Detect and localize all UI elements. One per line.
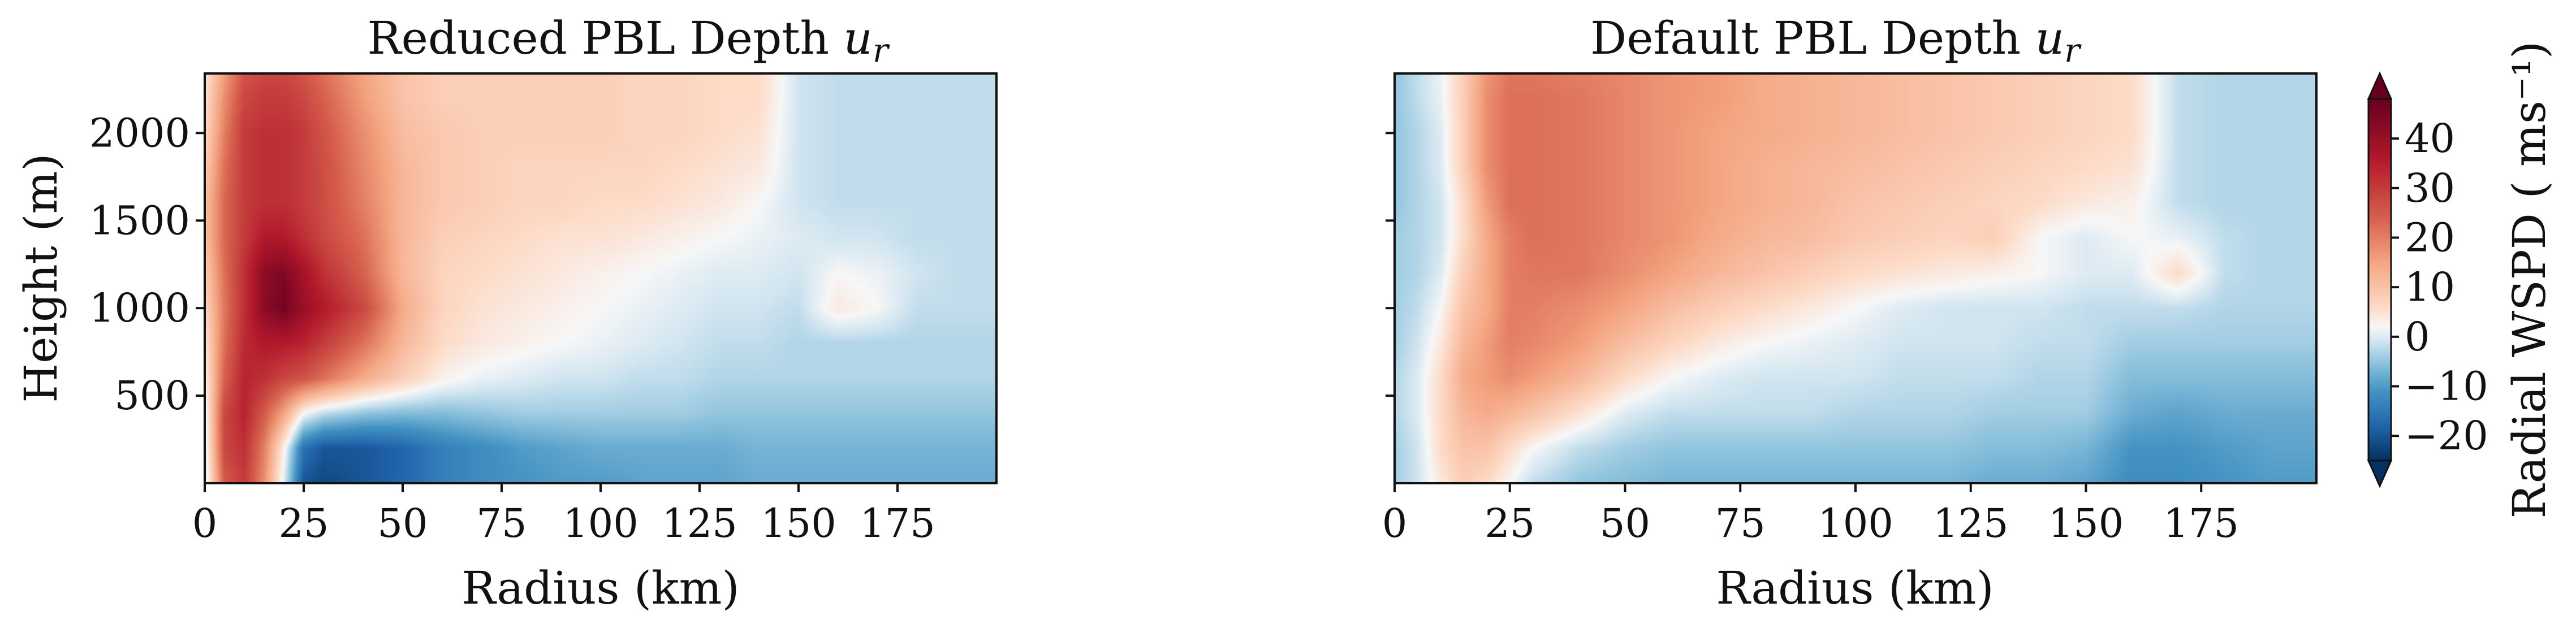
x-tick-label: 125 [1933, 500, 2009, 547]
x-tick-label: 50 [377, 500, 428, 547]
panel-1-ylabel: Height (m) [15, 153, 67, 402]
x-tick-label: 175 [2163, 500, 2239, 547]
colorbar-tick-label: −20 [2405, 413, 2488, 459]
colorbar-gradient [2368, 99, 2391, 461]
panel-2-title: Default PBL Depth ur [1590, 12, 2082, 70]
colorbar-tick-label: 10 [2405, 264, 2455, 310]
colorbar-extend-min [2367, 459, 2393, 488]
x-tick-label: 75 [476, 500, 527, 547]
x-tick-label: 0 [192, 500, 218, 547]
panel-1-title: Reduced PBL Depth ur [367, 12, 890, 70]
y-tick-label: 1000 [89, 285, 190, 331]
colorbar-tick-label: 40 [2405, 115, 2455, 162]
colorbar-tick-label: 0 [2405, 314, 2430, 360]
x-tick-label: 150 [761, 500, 836, 547]
x-tick-label: 100 [563, 500, 638, 547]
panel-2-heatmap [1395, 73, 2316, 483]
x-tick-label: 75 [1715, 500, 1766, 547]
y-tick-label: 1500 [89, 197, 190, 244]
panel-default-pbl: Default PBL Depth ur 0 25 50 75 100 125 150 175… [1382, 12, 2318, 614]
colorbar-extend-max [2367, 71, 2393, 100]
colorbar-label: Radial WSPD ( ms⁻¹) [2503, 41, 2556, 519]
x-tick-label: 50 [1600, 500, 1650, 547]
panel-2-ticks: 0 25 50 75 100 125 150 175 [1382, 132, 2239, 547]
panel-1-xlabel: Radius (km) [461, 562, 739, 614]
panel-reduced-pbl: Reduced PBL Depth ur 0 25 50 75 100 125 150 175… [15, 12, 998, 614]
x-tick-label: 0 [1382, 500, 1408, 547]
y-tick-label: 500 [114, 372, 190, 419]
panel-2-xlabel: Radius (km) [1716, 562, 1994, 614]
y-tick-label: 2000 [89, 110, 190, 156]
x-tick-label: 150 [2048, 500, 2124, 547]
colorbar-frame [2367, 98, 2392, 462]
x-tick-label: 100 [1818, 500, 1893, 547]
panel-1-ticks: 0 25 50 75 100 125 150 175 500 1000 1500 2000 [89, 110, 935, 547]
colorbar-tick-label: 20 [2405, 214, 2455, 261]
colorbar-tick-label: −10 [2405, 363, 2488, 409]
colorbar-tick-label: 30 [2405, 165, 2455, 211]
x-tick-label: 175 [860, 500, 935, 547]
x-tick-label: 125 [662, 500, 737, 547]
x-tick-label: 25 [1485, 500, 1535, 547]
x-tick-label: 25 [278, 500, 329, 547]
panel-1-heatmap [205, 73, 996, 483]
